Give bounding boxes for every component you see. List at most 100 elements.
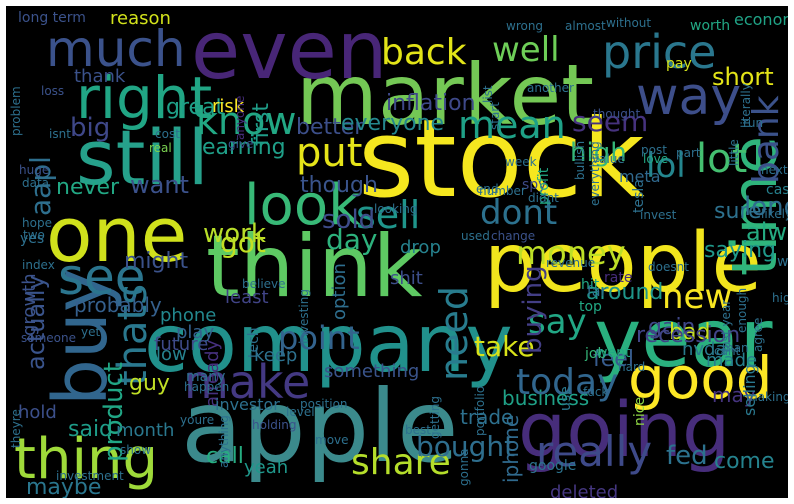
word-list: list	[481, 85, 495, 103]
word-bad: bad	[669, 320, 710, 345]
word-fuck: fuck	[583, 385, 608, 399]
word-yeah: yeah	[244, 457, 288, 478]
word-dont: dont	[480, 193, 557, 233]
word-nvda: nvda	[682, 339, 727, 360]
word-week: week	[505, 155, 537, 169]
word-around: around	[586, 280, 663, 305]
word-phone: phone	[160, 305, 216, 326]
word-take: take	[474, 330, 535, 363]
word-new: new	[662, 277, 732, 317]
word-product: product	[99, 362, 129, 462]
word-use: use	[558, 386, 574, 411]
word-tesla: tesla	[631, 179, 647, 213]
word-make: make	[184, 355, 310, 409]
word-theyre: theyre	[9, 409, 23, 448]
word-data: data	[22, 176, 49, 190]
word-used: used	[461, 229, 490, 243]
word-real: real	[149, 141, 172, 155]
word-gonna: gonna	[457, 448, 471, 486]
word-give: give	[228, 137, 253, 151]
word-thank: thank	[74, 66, 126, 87]
word-stock: stock	[358, 97, 645, 222]
word-cant: cant	[714, 344, 741, 358]
word-know: know	[196, 99, 296, 143]
word-people: people	[484, 216, 762, 311]
word-last-year: last year	[719, 300, 733, 352]
word-already: already	[202, 339, 223, 407]
word-nice: nice	[632, 397, 648, 426]
word-reason: reason	[110, 8, 171, 29]
word-level: level	[286, 405, 315, 419]
word-believe: believe	[242, 277, 286, 291]
word-future: future	[154, 334, 208, 355]
word-play: play	[176, 322, 214, 343]
word-another: another	[527, 81, 574, 95]
word-value: value	[592, 152, 625, 166]
word-without: without	[606, 16, 651, 30]
word-someone: someone	[21, 331, 76, 345]
word-iphone: iphone	[499, 415, 523, 483]
word-drop: drop	[400, 237, 441, 258]
word-selling: selling	[740, 364, 759, 416]
word-investing: investing	[297, 289, 311, 344]
word-index: index	[22, 258, 55, 272]
word-never: never	[56, 175, 120, 200]
word-price: price	[602, 25, 716, 79]
word-position: position	[300, 397, 348, 411]
word-guy: guy	[129, 371, 170, 396]
word-tech: tech	[246, 327, 262, 358]
word-literally: literally	[739, 83, 753, 128]
word-loss: loss	[41, 84, 64, 98]
word-well: well	[492, 30, 560, 70]
word-move: move	[315, 433, 349, 447]
word-getting: getting	[428, 396, 442, 439]
word-end: end	[476, 182, 499, 196]
word-probably: probably	[74, 293, 162, 317]
word-job: job	[584, 346, 606, 362]
word-may: may	[712, 383, 756, 407]
word-time: time	[718, 136, 788, 276]
word-much: much	[46, 20, 186, 78]
word-wrong: wrong	[506, 19, 543, 33]
word-cloud: stock apple market people think company still o…	[6, 6, 788, 498]
word-long: long	[744, 192, 788, 222]
word-part: part	[676, 146, 701, 160]
word-year: year	[594, 292, 773, 385]
word-cash: cash	[766, 182, 788, 198]
word-back: back	[381, 32, 467, 73]
word-yes: yes	[20, 231, 44, 247]
word-making: making	[746, 390, 788, 404]
word-share: share	[351, 442, 451, 483]
word-everything: everything	[588, 141, 602, 206]
word-lol: lol	[646, 146, 686, 186]
word-say: say	[528, 302, 587, 342]
word-earning: earning	[202, 135, 286, 160]
word-thought: thought	[593, 107, 640, 121]
word-world: world	[777, 254, 788, 270]
word-though: though	[300, 173, 378, 198]
word-rate: rate	[604, 270, 632, 286]
word-happen: happen	[184, 380, 229, 394]
word-inflation: inflation	[386, 91, 476, 116]
word-sell: sell	[356, 193, 420, 237]
word-might: might	[124, 249, 188, 274]
word-going: going	[518, 385, 730, 474]
word-market: market	[296, 46, 594, 144]
word-google: google	[529, 458, 576, 474]
word-bought: bought	[416, 430, 515, 463]
word-business: business	[502, 386, 589, 410]
word-buying: buying	[518, 265, 548, 354]
word-spy: spy	[522, 177, 546, 193]
word-higher: higher	[772, 291, 788, 305]
word-long-term: long term	[18, 10, 86, 26]
word-lot: lot	[696, 136, 747, 182]
word-hold: hold	[18, 402, 57, 423]
word-something: something	[324, 361, 419, 382]
word-alway: alway	[746, 218, 788, 246]
word-work: work	[203, 219, 266, 249]
word-growth: growth	[19, 273, 40, 336]
word-trade: trade	[460, 405, 513, 429]
word-love: love	[643, 152, 668, 166]
word-number: number	[479, 184, 526, 198]
word-want: want	[130, 171, 189, 199]
